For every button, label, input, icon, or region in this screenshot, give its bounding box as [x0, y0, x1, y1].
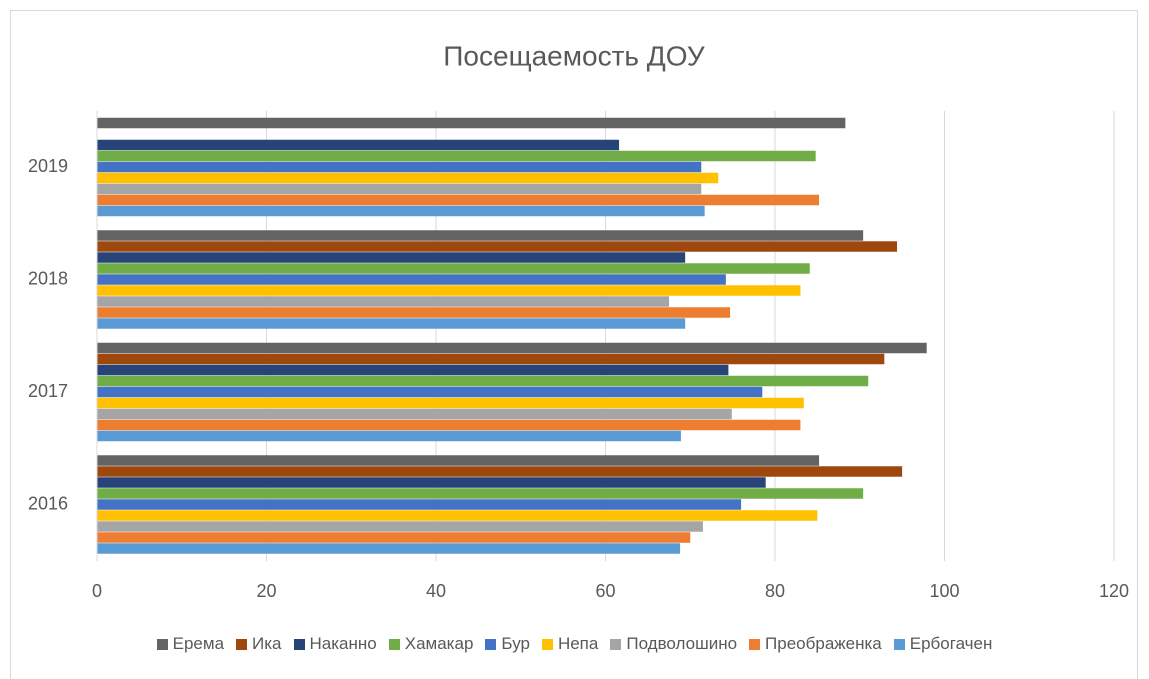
legend-swatch	[485, 638, 497, 650]
legend-label: Хамакар	[404, 634, 474, 653]
bar	[97, 455, 820, 466]
legend-swatch	[156, 638, 168, 650]
x-tick-label: 0	[92, 581, 102, 601]
legend-swatch	[749, 638, 761, 650]
legend-label: Преображенка	[765, 634, 882, 653]
bar	[97, 274, 726, 285]
bar	[97, 375, 869, 387]
bar	[97, 263, 810, 274]
bar	[97, 230, 864, 241]
legend-label: Наканно	[309, 634, 377, 653]
legend-label: Ербогачен	[909, 634, 993, 653]
bar	[97, 430, 681, 442]
legend-item: Ербогачен	[893, 634, 993, 654]
y-tick-label: 2017	[28, 381, 68, 401]
bar	[97, 285, 801, 296]
bar	[97, 499, 742, 510]
legend-swatch	[388, 638, 400, 650]
legend-label: Подволошино	[626, 634, 738, 653]
legend-swatch	[541, 638, 553, 650]
chart-border	[10, 10, 1138, 679]
legend-item: Ерема	[156, 634, 225, 654]
bar	[97, 318, 686, 329]
legend-label: Ика	[252, 634, 282, 653]
bar	[97, 364, 729, 376]
bar	[97, 241, 898, 252]
bar	[97, 532, 691, 543]
bar	[97, 342, 927, 354]
bar	[97, 408, 732, 420]
legend-item: Подволошино	[610, 634, 737, 654]
y-tick-label: 2018	[28, 269, 68, 289]
bar	[97, 183, 702, 195]
legend-label: Непа	[557, 634, 599, 653]
bar	[97, 117, 846, 129]
bar	[97, 419, 801, 431]
bar	[97, 194, 820, 206]
bar	[97, 397, 804, 409]
legend-swatch	[293, 638, 305, 650]
bar	[97, 161, 702, 173]
y-tick-label: 2016	[28, 494, 68, 514]
legend-label: Ерема	[172, 634, 225, 653]
x-tick-label: 60	[595, 581, 615, 601]
x-tick-label: 100	[929, 581, 959, 601]
bar	[97, 386, 763, 398]
x-tick-label: 20	[256, 581, 276, 601]
bar	[97, 521, 703, 532]
bar	[97, 172, 719, 184]
legend-swatch	[610, 638, 622, 650]
bar	[97, 543, 681, 554]
bar	[97, 466, 903, 477]
bar	[97, 353, 885, 365]
bar	[97, 477, 766, 488]
legend-item: Непа	[541, 634, 599, 654]
legend: Ерема Ика Наканно Хамакар Бур Непа Подволошино…	[0, 634, 1149, 654]
bar	[97, 252, 686, 263]
x-tick-label: 40	[426, 581, 446, 601]
bar	[97, 307, 731, 318]
legend-item: Преображенка	[749, 634, 882, 654]
bar	[97, 488, 864, 499]
legend-swatch	[236, 638, 248, 650]
bar	[97, 296, 670, 307]
chart-title: Посещаемость ДОУ	[443, 40, 705, 71]
legend-swatch	[893, 638, 905, 650]
x-tick-label: 80	[765, 581, 785, 601]
x-tick-label: 120	[1099, 581, 1129, 601]
legend-item: Ика	[236, 634, 282, 654]
y-tick-label: 2019	[28, 156, 68, 176]
legend-label: Бур	[501, 634, 530, 653]
legend-item: Бур	[485, 634, 530, 654]
bar	[97, 205, 705, 217]
legend-item: Хамакар	[388, 634, 474, 654]
legend-item: Наканно	[293, 634, 377, 654]
bar	[97, 139, 620, 151]
bar	[97, 150, 816, 162]
bar	[97, 510, 818, 521]
